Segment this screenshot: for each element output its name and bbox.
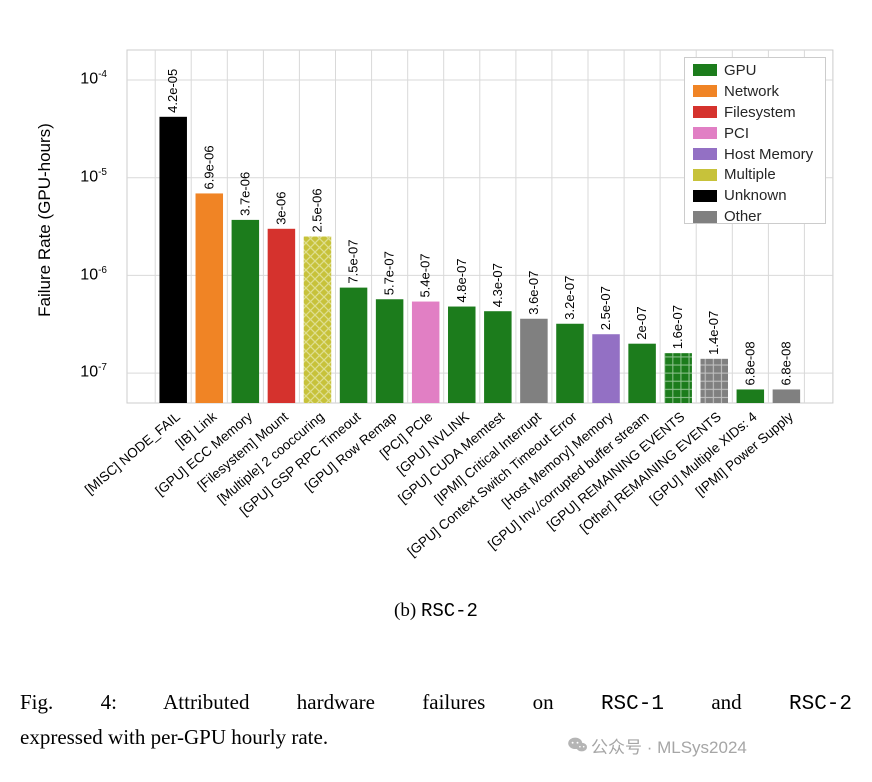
svg-text:6.8e-08: 6.8e-08 bbox=[778, 341, 793, 385]
svg-text:2e-07: 2e-07 bbox=[634, 306, 649, 339]
svg-text:1.4e-07: 1.4e-07 bbox=[706, 311, 721, 355]
svg-text:6.9e-06: 6.9e-06 bbox=[201, 145, 216, 189]
svg-text:5.4e-07: 5.4e-07 bbox=[418, 253, 433, 297]
svg-text:5.7e-07: 5.7e-07 bbox=[382, 251, 397, 295]
svg-text:7.5e-07: 7.5e-07 bbox=[346, 240, 361, 284]
svg-text:4.8e-07: 4.8e-07 bbox=[454, 258, 469, 302]
svg-text:3.2e-07: 3.2e-07 bbox=[562, 276, 577, 320]
svg-text:2.5e-06: 2.5e-06 bbox=[309, 188, 324, 232]
svg-text:4.2e-05: 4.2e-05 bbox=[165, 69, 180, 113]
svg-text:3.7e-06: 3.7e-06 bbox=[237, 172, 252, 216]
svg-text:3.6e-07: 3.6e-07 bbox=[526, 271, 541, 315]
svg-text:2.5e-07: 2.5e-07 bbox=[598, 286, 613, 330]
svg-text:1.6e-07: 1.6e-07 bbox=[670, 305, 685, 349]
svg-text:4.3e-07: 4.3e-07 bbox=[490, 263, 505, 307]
svg-text:3e-06: 3e-06 bbox=[273, 192, 288, 225]
svg-text:6.8e-08: 6.8e-08 bbox=[742, 341, 757, 385]
